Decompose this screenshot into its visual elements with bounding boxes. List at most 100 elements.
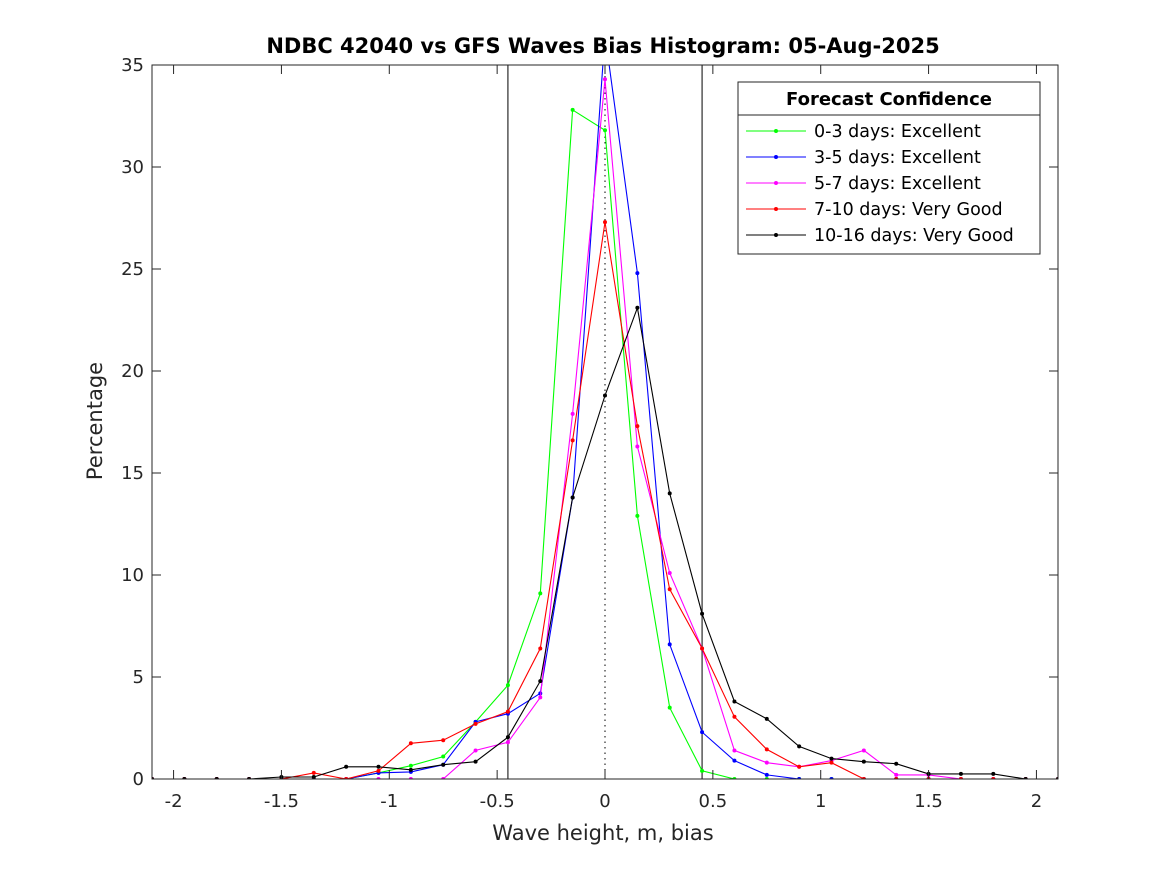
series-5-point	[570, 495, 575, 500]
y-tick-label: 35	[121, 55, 144, 76]
series-5-point	[797, 744, 802, 749]
legend-marker	[774, 233, 778, 237]
series-5-point	[603, 393, 607, 398]
series-1-point	[570, 107, 575, 112]
legend-title: Forecast Confidence	[786, 89, 992, 110]
series-4-point	[538, 646, 543, 651]
legend-label: 5-7 days: Excellent	[814, 174, 981, 194]
series-3-point	[473, 748, 478, 753]
series-4-point	[570, 438, 575, 443]
series-5-point	[829, 756, 834, 761]
y-tick-label: 20	[121, 361, 144, 382]
y-tick-label: 15	[121, 463, 144, 484]
series-4-point	[797, 764, 802, 769]
series-3-point	[732, 748, 737, 753]
series-2-point	[764, 772, 769, 777]
y-tick-label: 25	[121, 259, 144, 280]
series-4-point	[376, 768, 381, 773]
series-1-point	[505, 683, 510, 688]
x-tick-label: 1	[815, 791, 826, 812]
series-3-point	[667, 570, 672, 575]
series-3-point	[538, 695, 543, 700]
series-5-point	[732, 699, 737, 704]
series-5-point	[344, 764, 349, 769]
series-4-point	[732, 714, 737, 719]
series-3-point	[764, 760, 769, 765]
series-3-point	[635, 444, 640, 449]
legend-box	[737, 81, 1041, 255]
series-5-point	[861, 759, 866, 764]
x-axis-label: Wave height, m, bias	[492, 821, 713, 845]
legend-label: 3-5 days: Excellent	[814, 148, 981, 168]
series-5-point	[376, 764, 381, 769]
x-tick-label: -2	[165, 791, 183, 812]
series-5-point	[441, 762, 446, 767]
series-3-point	[894, 772, 899, 777]
series-1-point	[700, 768, 705, 773]
series-3-point	[603, 77, 607, 82]
legend-marker	[774, 155, 778, 159]
series-1-point	[408, 763, 413, 768]
series-5-point	[538, 679, 543, 684]
reference-lines	[507, 65, 703, 779]
series-layer	[152, 65, 1058, 779]
legend-label: 0-3 days: Excellent	[814, 122, 981, 142]
legend-item-3: 5-7 days: Excellent	[746, 174, 981, 194]
series-1-point	[635, 513, 640, 518]
x-tick-label: 2	[1031, 791, 1042, 812]
y-axis-label: Percentage	[83, 362, 107, 480]
series-4-point	[667, 587, 672, 592]
series-5-point	[473, 759, 478, 764]
x-tick-label: 0	[599, 791, 610, 812]
legend-item-4: 7-10 days: Very Good	[746, 200, 1003, 220]
x-tick-label: -0.5	[480, 791, 515, 812]
series-2-point	[732, 758, 737, 763]
series-5-point	[635, 305, 640, 310]
series-5-point	[894, 761, 899, 766]
series-5-point	[505, 735, 510, 740]
series-4-point	[700, 646, 705, 651]
series-1-point	[667, 705, 672, 710]
legend-marker	[774, 207, 778, 211]
y-tick-label: 30	[121, 157, 144, 178]
legend-item-1: 0-3 days: Excellent	[746, 122, 981, 142]
chart-title: NDBC 42040 vs GFS Waves Bias Histogram: …	[266, 34, 939, 58]
y-tick-label: 5	[133, 667, 144, 688]
legend-label: 10-16 days: Very Good	[814, 226, 1014, 246]
legend-item-2: 3-5 days: Excellent	[746, 148, 981, 168]
x-tick-label: 1.5	[914, 791, 943, 812]
series-3-point	[505, 740, 510, 745]
legend-item-5: 10-16 days: Very Good	[746, 226, 1014, 246]
series-5-point	[408, 767, 413, 772]
series-5-point	[700, 611, 705, 616]
x-tick-label: -1	[380, 791, 398, 812]
legend-label: 7-10 days: Very Good	[814, 200, 1003, 220]
series-5-point	[311, 774, 316, 779]
series-3-point	[861, 748, 866, 753]
series-1-point	[441, 754, 446, 759]
series-2-point	[700, 730, 705, 735]
series-5-point	[958, 771, 963, 776]
series-4-point	[829, 760, 834, 765]
series-3	[152, 77, 1058, 779]
x-tick-label: -1.5	[264, 791, 299, 812]
series-4-point	[635, 424, 640, 429]
series-4-point	[473, 721, 478, 726]
series-2-point	[667, 642, 672, 647]
series-5-point	[991, 771, 996, 776]
series-4-point	[603, 220, 607, 225]
series-1-point	[603, 128, 607, 133]
series-4-point	[764, 747, 769, 752]
y-tick-label: 10	[121, 565, 144, 586]
series-2-point	[635, 271, 640, 276]
legend-marker	[774, 129, 778, 133]
series-3-point	[570, 411, 575, 416]
series-4-point	[408, 741, 413, 746]
legend: Forecast Confidence 0-3 days: Excellent 3-…	[737, 81, 1041, 255]
series-4-point	[311, 770, 316, 775]
series-5-point	[667, 491, 672, 496]
series-4-point	[441, 738, 446, 743]
series-1-point	[538, 591, 543, 596]
